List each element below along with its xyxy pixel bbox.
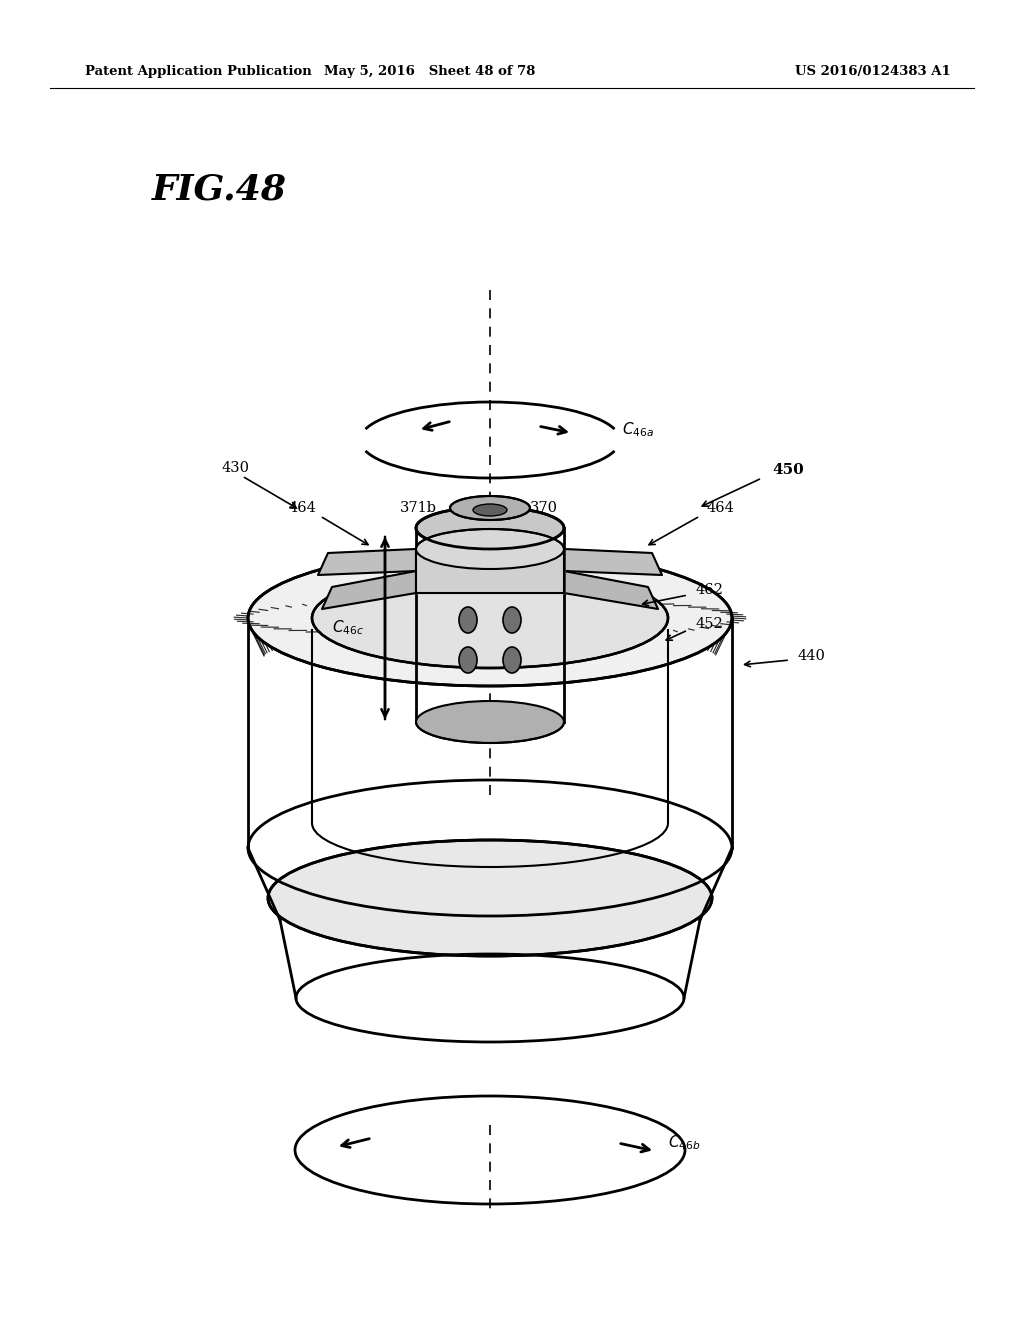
Ellipse shape xyxy=(416,701,564,743)
Polygon shape xyxy=(416,549,564,593)
Ellipse shape xyxy=(248,550,732,686)
Polygon shape xyxy=(322,572,416,609)
Ellipse shape xyxy=(268,840,712,956)
Text: 464: 464 xyxy=(288,502,316,515)
Ellipse shape xyxy=(473,504,507,516)
Ellipse shape xyxy=(503,647,521,673)
Text: 464: 464 xyxy=(707,502,734,515)
Text: May 5, 2016   Sheet 48 of 78: May 5, 2016 Sheet 48 of 78 xyxy=(325,66,536,78)
Text: $C_{46a}$: $C_{46a}$ xyxy=(622,421,654,440)
Ellipse shape xyxy=(459,647,477,673)
Text: 430: 430 xyxy=(222,461,250,475)
Text: 440: 440 xyxy=(798,649,826,663)
Text: 450: 450 xyxy=(772,463,804,477)
Text: 371b: 371b xyxy=(399,502,436,515)
Polygon shape xyxy=(564,549,662,576)
Text: FIG.48: FIG.48 xyxy=(152,173,287,207)
Text: $C_{46c}$: $C_{46c}$ xyxy=(332,619,364,638)
Ellipse shape xyxy=(416,507,564,549)
Polygon shape xyxy=(318,549,416,576)
Ellipse shape xyxy=(503,607,521,634)
Polygon shape xyxy=(564,572,658,609)
Ellipse shape xyxy=(416,529,564,569)
Ellipse shape xyxy=(312,568,668,668)
Text: US 2016/0124383 A1: US 2016/0124383 A1 xyxy=(795,66,950,78)
Text: $C_{46b}$: $C_{46b}$ xyxy=(668,1134,700,1152)
Text: 370: 370 xyxy=(530,502,558,515)
Ellipse shape xyxy=(450,496,530,520)
Text: 452: 452 xyxy=(696,616,724,631)
Text: 462: 462 xyxy=(696,583,724,597)
Ellipse shape xyxy=(459,607,477,634)
Text: Patent Application Publication: Patent Application Publication xyxy=(85,66,311,78)
